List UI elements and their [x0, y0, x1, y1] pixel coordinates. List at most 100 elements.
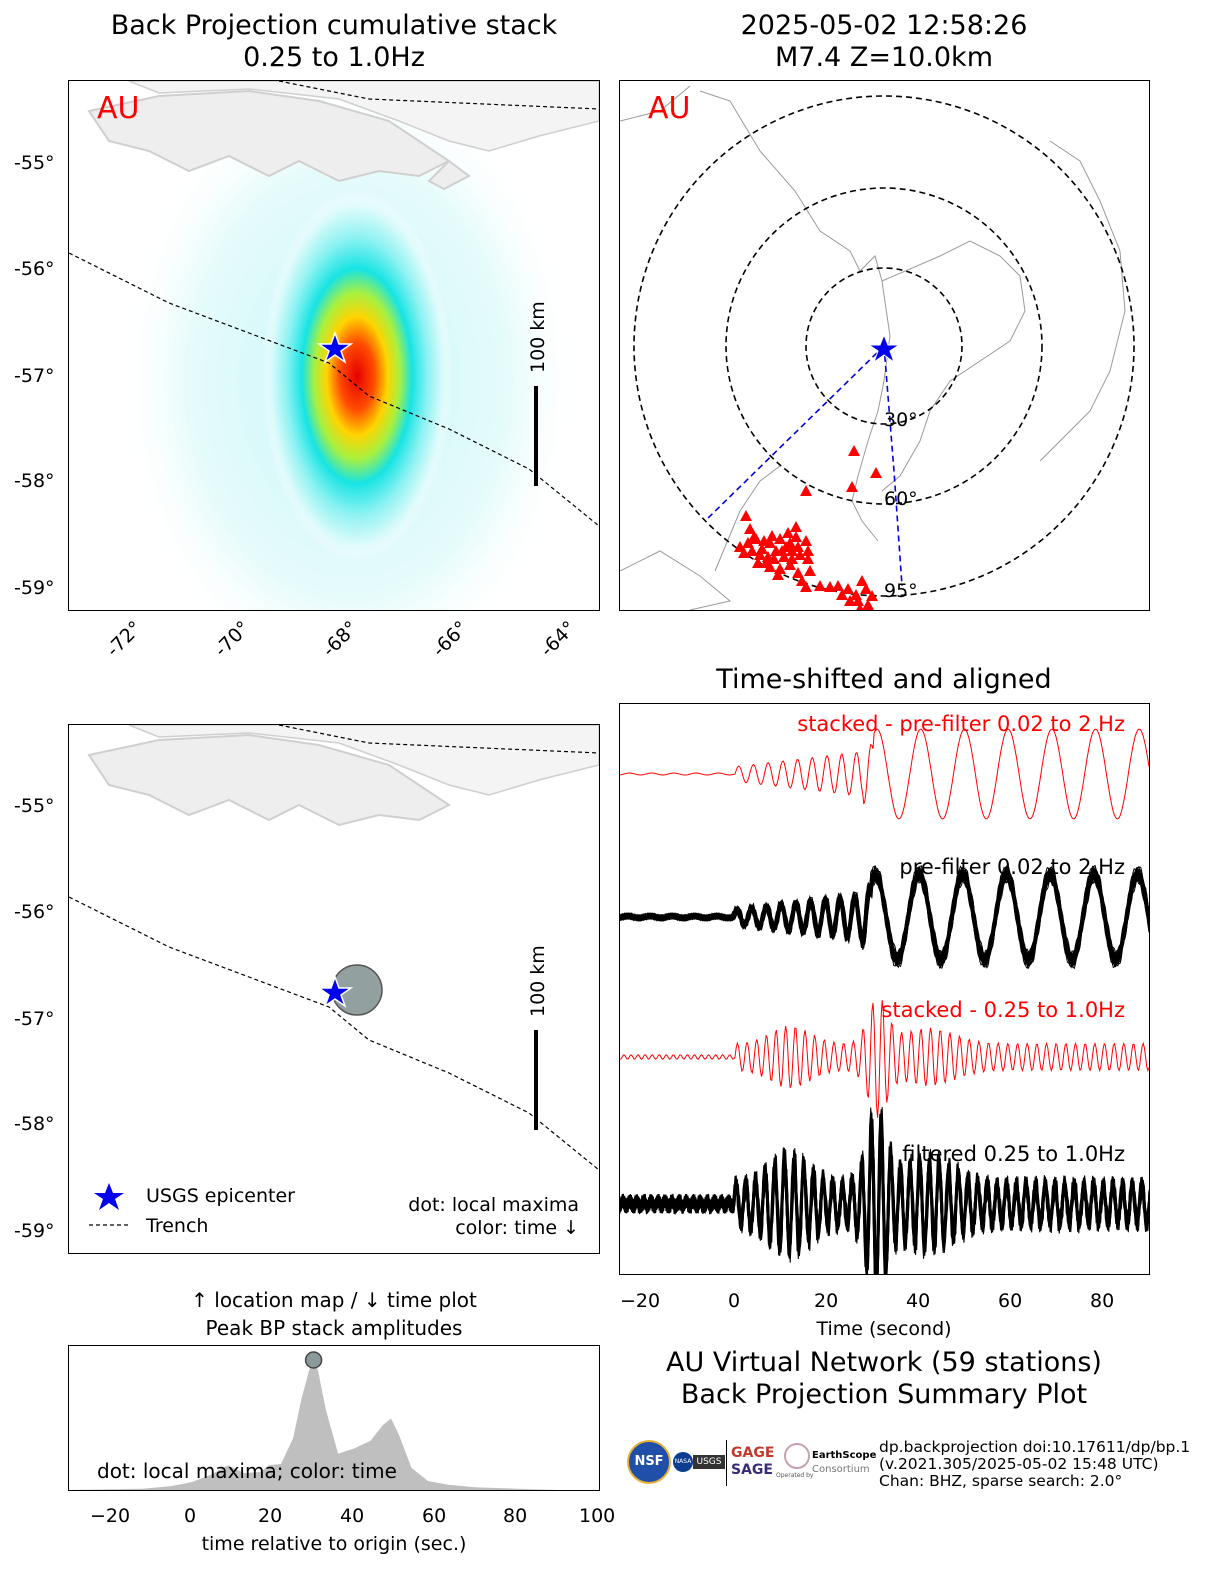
amplitude-area: [69, 1360, 599, 1490]
station-triangle-icon: [756, 543, 768, 554]
station-triangle-icon: [860, 583, 872, 594]
ring-label: 60°: [884, 488, 918, 510]
station-triangle-icon: [844, 595, 856, 606]
amplitude-maximum-dot: [304, 1351, 323, 1369]
bp-heatmap-svg: 100 km AU: [69, 81, 599, 610]
amplitude-title: ↑ location map / ↓ time plot Peak BP sta…: [68, 1286, 600, 1342]
lat-tick: -58°: [14, 470, 55, 492]
epicenter-star-icon: [316, 330, 354, 364]
station-triangle-icon: [792, 541, 804, 552]
lat-tick: -56°: [14, 258, 55, 280]
legend-epicenter: USGS epicenter: [146, 1185, 295, 1207]
station-triangle-icon: [742, 537, 754, 548]
network-label: AU: [648, 91, 690, 126]
maxima-note-line1: dot: local maxima: [408, 1194, 579, 1216]
label-filtered: filtered 0.25 to 1.0Hz: [902, 1142, 1125, 1166]
land-tierra-del-fuego: [87, 733, 451, 827]
station-triangle-icon: [814, 580, 826, 591]
footer-info: dp.backprojection doi:10.17611/dp/bp.1 (…: [879, 1439, 1190, 1490]
land-tierra-del-fuego: [87, 89, 451, 183]
consortium-text: Consortium: [812, 1464, 870, 1475]
trench-line-north: [278, 81, 599, 110]
ring-label: 95°: [884, 580, 918, 602]
nasa-text: NASA: [674, 1458, 692, 1465]
waveforms-title: Time-shifted and aligned: [716, 664, 1052, 695]
lat-tick: -57°: [14, 1008, 55, 1030]
coastline-south-america: [881, 240, 1026, 492]
coastline-north: [620, 85, 691, 122]
nasa-logo-icon: NASA: [673, 1452, 693, 1472]
land-island: [427, 159, 471, 191]
maxima-note-line2: color: time ↓: [455, 1217, 579, 1239]
summary-line1: AU Virtual Network (59 stations): [666, 1347, 1102, 1378]
earthscope-logo-icon: [784, 1443, 810, 1469]
station-triangle-icon: [800, 535, 812, 546]
amp-x-tick: 80: [503, 1505, 528, 1527]
station-triangle-icon: [862, 599, 874, 610]
ring-label: 30°: [884, 409, 918, 431]
station-triangle-icon: [770, 545, 782, 556]
station-triangle-icon: [754, 549, 766, 560]
filtered-trace: [620, 1112, 1149, 1274]
lon-tick: -66°: [428, 616, 473, 662]
summary-title: AU Virtual Network (59 stations) Back Pr…: [619, 1347, 1149, 1411]
ray-path: [883, 345, 903, 587]
usgs-text: USGS: [696, 1457, 722, 1467]
event-title: 2025-05-02 12:58:26 M7.4 Z=10.0km: [619, 10, 1149, 74]
station-triangle-icon: [778, 551, 790, 562]
station-triangle-icon: [802, 545, 814, 556]
prefilter-trace: [620, 868, 1149, 966]
station-triangle-icon: [768, 553, 780, 564]
lon-tick: -72°: [102, 616, 147, 662]
amp-xlabel: time relative to origin (sec.): [201, 1533, 467, 1555]
gage-sage-logo: GAGE SAGE: [731, 1445, 774, 1479]
land-north: [128, 81, 599, 152]
amp-x-tick: 100: [579, 1505, 616, 1527]
amplitude-svg: dot: local maxima; color: time: [69, 1351, 599, 1490]
station-triangle-icon: [774, 563, 786, 574]
amplitude-annotation: dot: local maxima; color: time: [97, 1459, 397, 1483]
station-triangle-icon: [764, 537, 776, 548]
waveforms-svg: stacked - pre-filter 0.02 to 2 Hz pre-fi…: [620, 712, 1149, 1274]
ring-95: [633, 95, 1135, 597]
station-triangle-icon: [752, 557, 764, 568]
land-north: [128, 725, 599, 796]
ring-30: [805, 267, 963, 425]
station-triangle-icon: [800, 581, 812, 592]
station-triangle-icon: [774, 533, 786, 544]
station-triangle-icon: [748, 531, 760, 542]
station-triangle-icon: [832, 580, 844, 591]
maxima-map-panel: 100 km USGS epicenter Trench dot: local …: [68, 724, 600, 1254]
station-triangle-icon: [856, 575, 868, 586]
station-triangle-icon: [824, 581, 836, 592]
heatmap-blob: [262, 191, 452, 561]
station-triangle-icon: [738, 547, 750, 558]
amp-x-tick: 60: [422, 1505, 447, 1527]
legend-trench: Trench: [145, 1215, 208, 1237]
station-triangle-icon: [802, 553, 814, 564]
station-triangle-icon: [794, 549, 806, 560]
station-triangle-icon: [848, 445, 860, 456]
amp-x-tick: 40: [340, 1505, 365, 1527]
lat-tick: -58°: [14, 1113, 55, 1135]
station-triangle-icon: [772, 569, 784, 580]
trench-line-north: [278, 725, 599, 754]
footer-channel: Chan: BHZ, sparse search: 2.0°: [879, 1472, 1123, 1490]
stacked-filtered-trace: [620, 1000, 1149, 1118]
wf-xlabel: Time (second): [816, 1318, 952, 1340]
station-triangle-icon: [784, 559, 796, 570]
scalebar-label: 100 km: [527, 301, 549, 373]
lon-tick: -64°: [536, 616, 581, 662]
wf-x-tick: 0: [728, 1290, 741, 1312]
epicenter-star-icon: [316, 974, 354, 1008]
coastline-antarctica: [620, 550, 732, 610]
label-prefilter: pre-filter 0.02 to 2 Hz: [899, 855, 1125, 879]
lat-tick: -59°: [14, 577, 55, 599]
bp-map-title: Back Projection cumulative stack 0.25 to…: [68, 10, 600, 74]
amplitude-panel: dot: local maxima; color: time: [68, 1345, 600, 1491]
ring-60: [725, 187, 1043, 505]
scalebar-label: 100 km: [527, 945, 549, 1017]
wf-x-tick: 60: [998, 1290, 1023, 1312]
station-markers: [734, 445, 882, 610]
amp-x-tick: 0: [184, 1505, 197, 1527]
